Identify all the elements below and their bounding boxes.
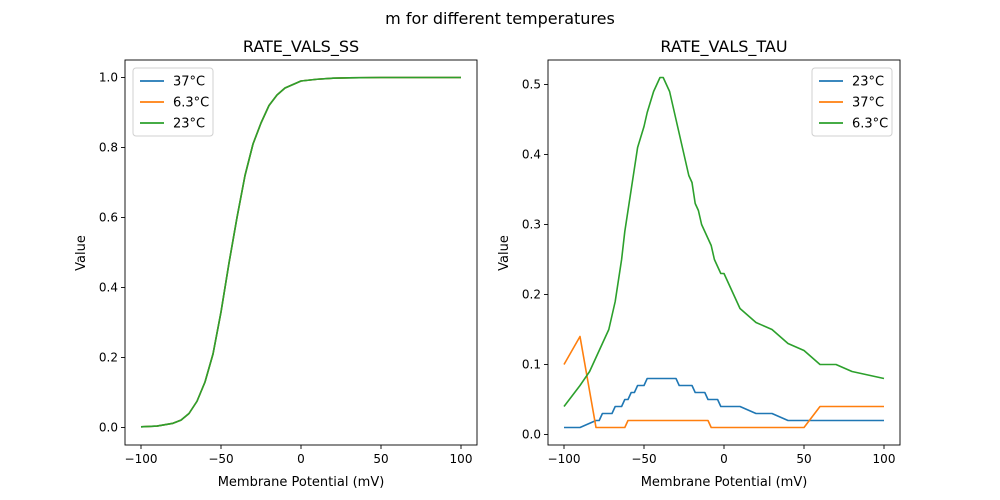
tau-legend-label-0: 23°C — [852, 75, 884, 90]
figure-title: m for different temperatures — [385, 9, 615, 28]
ss-series-line-2 — [140, 76, 461, 428]
tau-ytick-label: 0.2 — [522, 288, 541, 302]
tau-series-line-2 — [563, 76, 885, 407]
chart-tau-title: RATE_VALS_TAU — [660, 37, 787, 57]
chart-tau-xlabel: Membrane Potential (mV) — [641, 475, 808, 490]
tau-xtick-label: 100 — [873, 452, 896, 466]
tau-xtick-label: −100 — [548, 452, 581, 466]
ss-legend-label-0: 37°C — [173, 75, 205, 90]
chart-ss-plot-area: −100 −50 0 50 100 0.0 0.2 0.4 0.6 0.8 1.0 37°C 6.3°C… — [99, 59, 478, 466]
ss-ytick-label: 0.0 — [99, 421, 118, 435]
chart-tau: RATE_VALS_TAU −100 −50 0 50 100 0.0 0.1 0.2 0.3 0… — [497, 37, 901, 490]
tau-xtick-label: 50 — [796, 452, 811, 466]
tau-ytick-label: 0.5 — [522, 78, 541, 92]
ss-legend-box — [132, 67, 214, 137]
ss-ytick-label: 0.6 — [99, 211, 118, 225]
ss-xtick-label: −100 — [125, 452, 158, 466]
chart-ss: RATE_VALS_SS −100 −50 0 50 100 0.0 0.2 0.4 0.6 0.… — [74, 37, 478, 490]
tau-legend-label-1: 37°C — [852, 96, 884, 111]
tau-legend: 23°C 37°C 6.3°C — [811, 67, 893, 137]
chart-tau-ylabel: Value — [497, 235, 512, 271]
tau-series-line-1 — [563, 335, 884, 429]
chart-ss-title: RATE_VALS_SS — [243, 37, 359, 57]
tau-ytick-label: 0.3 — [522, 218, 541, 232]
tau-xtick-label: −50 — [631, 452, 656, 466]
tau-legend-box — [811, 67, 893, 137]
ss-xtick-label: 50 — [373, 452, 388, 466]
tau-axes-frame — [547, 59, 901, 446]
chart-tau-plot-area: −100 −50 0 50 100 0.0 0.1 0.2 0.3 0.4 0.5 23°C 37°C 6… — [522, 59, 901, 466]
tau-ytick-label: 0.1 — [522, 358, 541, 372]
chart-ss-xlabel: Membrane Potential (mV) — [218, 475, 385, 490]
tau-ytick-label: 0.0 — [522, 428, 541, 442]
chart-ss-ylabel: Value — [74, 235, 89, 271]
ss-axes-frame — [124, 59, 478, 446]
tau-series-line-0 — [564, 377, 884, 429]
ss-xtick-label: −50 — [208, 452, 233, 466]
ss-legend-label-1: 6.3°C — [173, 96, 209, 111]
ss-ytick-label: 0.2 — [99, 351, 118, 365]
ss-legend: 37°C 6.3°C 23°C — [132, 67, 214, 137]
ss-ytick-label: 0.4 — [99, 281, 118, 295]
ss-ytick-label: 0.8 — [99, 141, 118, 155]
tau-legend-label-2: 6.3°C — [852, 117, 888, 132]
ss-legend-label-2: 23°C — [173, 117, 205, 132]
ss-xtick-label: 100 — [450, 452, 473, 466]
ss-ytick-label: 1.0 — [99, 71, 118, 85]
tau-ytick-label: 0.4 — [522, 148, 541, 162]
tau-xtick-label: 0 — [720, 452, 728, 466]
ss-xtick-label: 0 — [297, 452, 305, 466]
